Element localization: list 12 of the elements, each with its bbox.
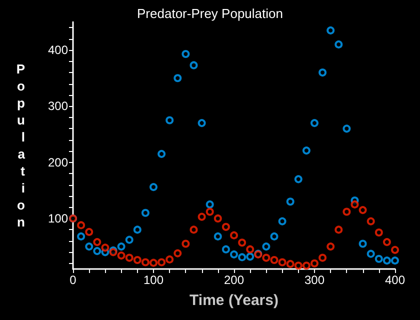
y-tick-label: 400 [48,43,68,58]
x-tick-label: 100 [143,273,164,287]
x-tick-label: 200 [224,273,244,287]
text: Population [16,62,25,230]
chart-title: Predator-Prey Population [137,6,283,21]
y-tick-label: 100 [48,211,68,226]
y-tick-label: 200 [48,155,68,170]
x-tick-label: 400 [384,273,406,287]
y-tick-label: 300 [48,99,68,114]
x-axis-title: Time (Years) [190,292,278,309]
x-tick-label: 0 [70,273,77,287]
x-tick-label: 300 [304,273,325,287]
